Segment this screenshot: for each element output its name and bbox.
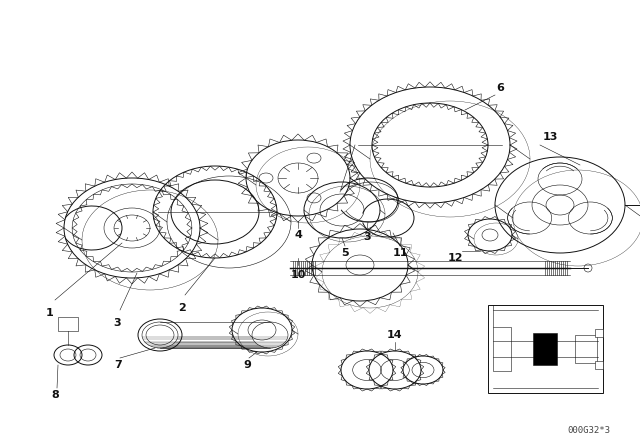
Text: 8: 8	[51, 390, 59, 400]
Text: 9: 9	[243, 360, 251, 370]
Bar	[488, 305, 603, 393]
Text: 1: 1	[46, 308, 54, 318]
Bar	[533, 333, 557, 365]
Bar	[595, 329, 603, 337]
Text: 5: 5	[341, 248, 349, 258]
Bar	[58, 317, 78, 331]
Bar	[493, 327, 511, 371]
Text: 10: 10	[291, 270, 306, 280]
Bar	[575, 335, 597, 363]
Text: 2: 2	[178, 303, 186, 313]
Text: 13: 13	[543, 132, 558, 142]
Text: 11: 11	[392, 248, 408, 258]
Text: 4: 4	[294, 230, 302, 240]
Text: 3: 3	[363, 232, 371, 242]
Text: 7: 7	[114, 360, 122, 370]
Bar	[595, 361, 603, 369]
Text: 3: 3	[113, 318, 121, 328]
Text: 14: 14	[387, 330, 403, 340]
Text: 6: 6	[496, 83, 504, 93]
Text: 12: 12	[447, 253, 463, 263]
Text: 000G32*3: 000G32*3	[567, 426, 610, 435]
